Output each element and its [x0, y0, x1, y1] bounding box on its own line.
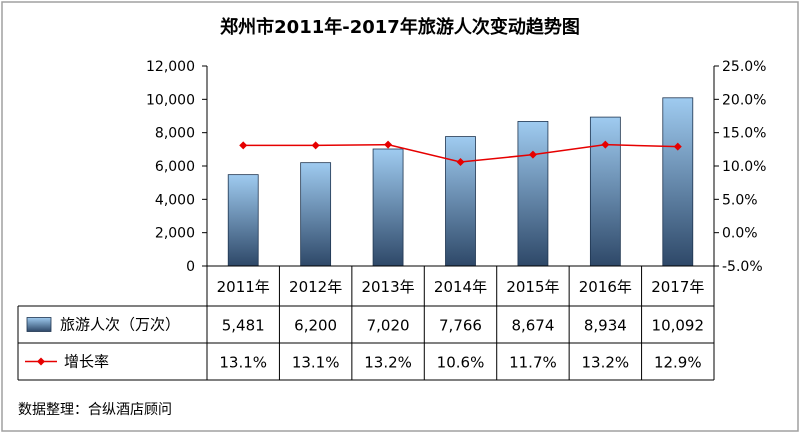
legend-line-label: 增长率 [64, 353, 109, 371]
growth-rate-point-2016年 [601, 140, 610, 149]
rate-data-label: 13.1% [219, 354, 267, 372]
y-left-tick-label: 2,000 [155, 226, 195, 242]
bar-data-label: 7,020 [367, 317, 410, 335]
chart-title: 郑州市2011年-2017年旅游人次变动趋势图 [220, 16, 580, 38]
rate-data-label: 10.6% [437, 354, 485, 372]
bar-2013年 [372, 148, 404, 267]
bar-2017年 [662, 97, 694, 267]
legend-bar-swatch [26, 317, 52, 332]
y-left-tick-label: 6,000 [155, 159, 195, 175]
bar-data-label: 8,674 [511, 317, 554, 335]
x-category-label: 2014年 [434, 278, 487, 296]
growth-rate-point-2015年 [528, 150, 537, 159]
y-left-tick-label: 12,000 [146, 59, 195, 75]
legend-bar-label: 旅游人次（万次） [60, 316, 180, 334]
bar-data-label: 7,766 [439, 317, 482, 335]
y-right-tick-label: 5.0% [722, 192, 758, 208]
growth-rate-point-2012年 [311, 141, 320, 150]
y-left-tick-label: 10,000 [146, 92, 195, 108]
growth-rate-point-2011年 [239, 141, 248, 150]
y-left-tick-label: 4,000 [155, 192, 195, 208]
y-left-tick-label: 0 [186, 259, 195, 275]
x-category-label: 2012年 [289, 278, 342, 296]
growth-rate-point-2013年 [384, 140, 393, 149]
y-right-tick-label: 0.0% [722, 226, 758, 242]
x-category-label: 2015年 [506, 278, 559, 296]
bar-2015年 [517, 121, 549, 267]
plot-area: 0 2,000 4,000 6,000 8,000 10,000 12,000 -5.0% 0.… [146, 59, 766, 275]
data-table: 2011年 2012年 2013年 2014年 2015年 2016年 2017年旅游人次（… [17, 265, 715, 381]
y-right-tick-label: 15.0% [722, 126, 766, 142]
bar-2012年 [300, 162, 332, 267]
rate-data-label: 12.9% [654, 354, 702, 372]
bar-2014年 [445, 136, 476, 267]
legend-line-marker [37, 357, 45, 366]
growth-rate-point-2014年 [456, 158, 465, 166]
y-left-tick-label: 8,000 [155, 126, 195, 142]
growth-rate-point-2017年 [673, 142, 682, 151]
bar-data-label: 6,200 [294, 317, 337, 335]
x-category-label: 2011年 [217, 278, 270, 296]
x-category-label: 2016年 [579, 278, 632, 296]
x-category-label: 2017年 [651, 278, 704, 296]
rate-data-label: 11.7% [509, 354, 557, 372]
bar-data-label: 10,092 [652, 317, 705, 335]
rate-data-label: 13.2% [582, 354, 630, 372]
y-right-tick-label: 20.0% [722, 92, 766, 108]
rate-data-label: 13.2% [364, 354, 412, 372]
bar-data-label: 8,934 [584, 317, 627, 335]
rate-data-label: 13.1% [292, 354, 340, 372]
y-right-tick-label: -5.0% [722, 259, 763, 275]
bar-2016年 [589, 116, 621, 267]
y-right-tick-label: 25.0% [722, 59, 766, 75]
bar-data-label: 5,481 [222, 317, 265, 335]
bar-2011年 [227, 174, 259, 267]
y-right-tick-label: 10.0% [722, 159, 766, 175]
source-note: 数据整理：合纵酒店顾问 [18, 402, 172, 418]
x-category-label: 2013年 [361, 278, 414, 296]
